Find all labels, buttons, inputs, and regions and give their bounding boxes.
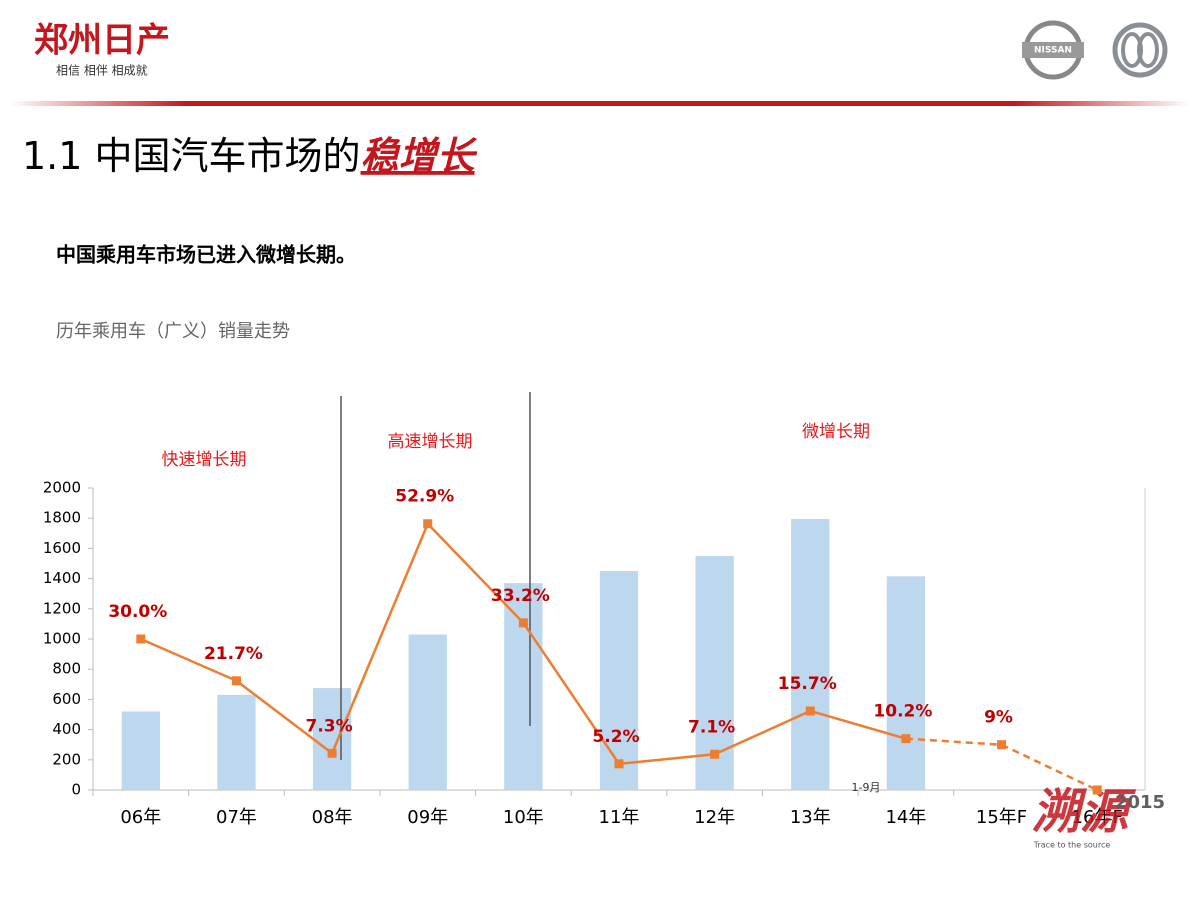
bar <box>791 518 830 790</box>
phase-label: 微增长期 <box>802 422 870 442</box>
bar <box>121 711 160 790</box>
growth-marker <box>231 676 241 686</box>
data-label: 21.7% <box>204 644 263 664</box>
y-tick-label: 400 <box>52 720 81 738</box>
x-tick-label: 08年 <box>312 807 353 828</box>
bar <box>312 688 352 790</box>
data-label: 30.0% <box>108 602 167 622</box>
growth-marker <box>1092 785 1102 795</box>
title-emphasis: 稳增长 <box>361 134 478 178</box>
y-tick-label: 1200 <box>43 599 81 617</box>
y-tick-label: 600 <box>52 690 81 708</box>
x-tick-label: 13年 <box>790 807 831 828</box>
x-tick-label: 09年 <box>407 807 448 828</box>
bar <box>504 583 543 790</box>
brand-logo: NISSAN <box>1022 20 1084 80</box>
data-label: 5.2% <box>592 727 639 747</box>
subtitle: 中国乘用车市场已进入微增长期。 <box>56 243 356 267</box>
data-label: 9% <box>984 708 1013 728</box>
y-tick-label: 1000 <box>43 630 81 648</box>
plot: 0 200 400 600 800 1000 1200 1400 1600 1800 2000 06年… <box>43 479 1146 828</box>
growth-marker <box>327 748 337 758</box>
y-tick-label: 1800 <box>43 509 81 527</box>
title-text: 1.1 中国汽车市场的 <box>22 134 361 178</box>
x-tick-label: 10年 <box>503 807 544 828</box>
x-tick-label: 15年F <box>976 807 1027 828</box>
x-tick-label: 14年 <box>885 807 926 828</box>
watermark: 溯源 2015 Trace to the source <box>1032 784 1165 850</box>
logo: 郑州日产 <box>34 21 170 61</box>
growth-marker <box>710 749 720 759</box>
x-tick-label: 16年F <box>1072 807 1123 828</box>
phase-label: 高速增长期 <box>388 432 473 452</box>
partner-logo <box>1112 22 1168 78</box>
x-tick-label: 07年 <box>216 807 257 828</box>
bar <box>408 634 447 790</box>
chart-title: 历年乘用车（广义）销量走势 <box>56 321 290 342</box>
watermark-year: 2015 <box>1115 792 1165 813</box>
y-tick-label: 200 <box>52 750 81 768</box>
bar <box>599 571 639 790</box>
y-tick-label: 0 <box>71 781 81 799</box>
slogan: 相信 相伴 相成就 <box>56 64 148 78</box>
growth-marker <box>423 519 433 529</box>
y-tick-label: 1400 <box>43 569 81 587</box>
data-label: 15.7% <box>778 674 837 694</box>
growth-marker <box>518 618 528 628</box>
growth-marker <box>614 759 624 769</box>
watermark-text: 溯源 <box>1032 784 1137 840</box>
data-label: 7.3% <box>306 716 353 736</box>
slide-title: 1.1 中国汽车市场的稳增长 <box>22 134 478 178</box>
phase-label: 快速增长期 <box>162 450 247 470</box>
x-tick-label: 06年 <box>120 807 161 828</box>
annotation: 1-9月 <box>852 781 881 794</box>
y-tick-label: 800 <box>52 660 81 678</box>
growth-marker <box>136 634 146 644</box>
watermark-tagline: Trace to the source <box>1033 841 1111 850</box>
bar <box>886 576 926 790</box>
growth-marker <box>805 706 815 716</box>
growth-marker <box>901 734 911 744</box>
bar <box>217 694 256 790</box>
growth-marker <box>997 740 1007 750</box>
data-label: 33.2% <box>491 586 550 606</box>
y-tick-label: 1600 <box>43 539 81 557</box>
data-label: 7.1% <box>688 717 735 737</box>
header-rule <box>10 101 1190 106</box>
brand-text: NISSAN <box>1034 46 1072 56</box>
x-tick-label: 12年 <box>694 807 735 828</box>
y-tick-label: 2000 <box>43 479 81 497</box>
data-label: 10.2% <box>873 702 932 722</box>
x-tick-label: 11年 <box>599 807 640 828</box>
data-label: 52.9% <box>395 487 454 507</box>
